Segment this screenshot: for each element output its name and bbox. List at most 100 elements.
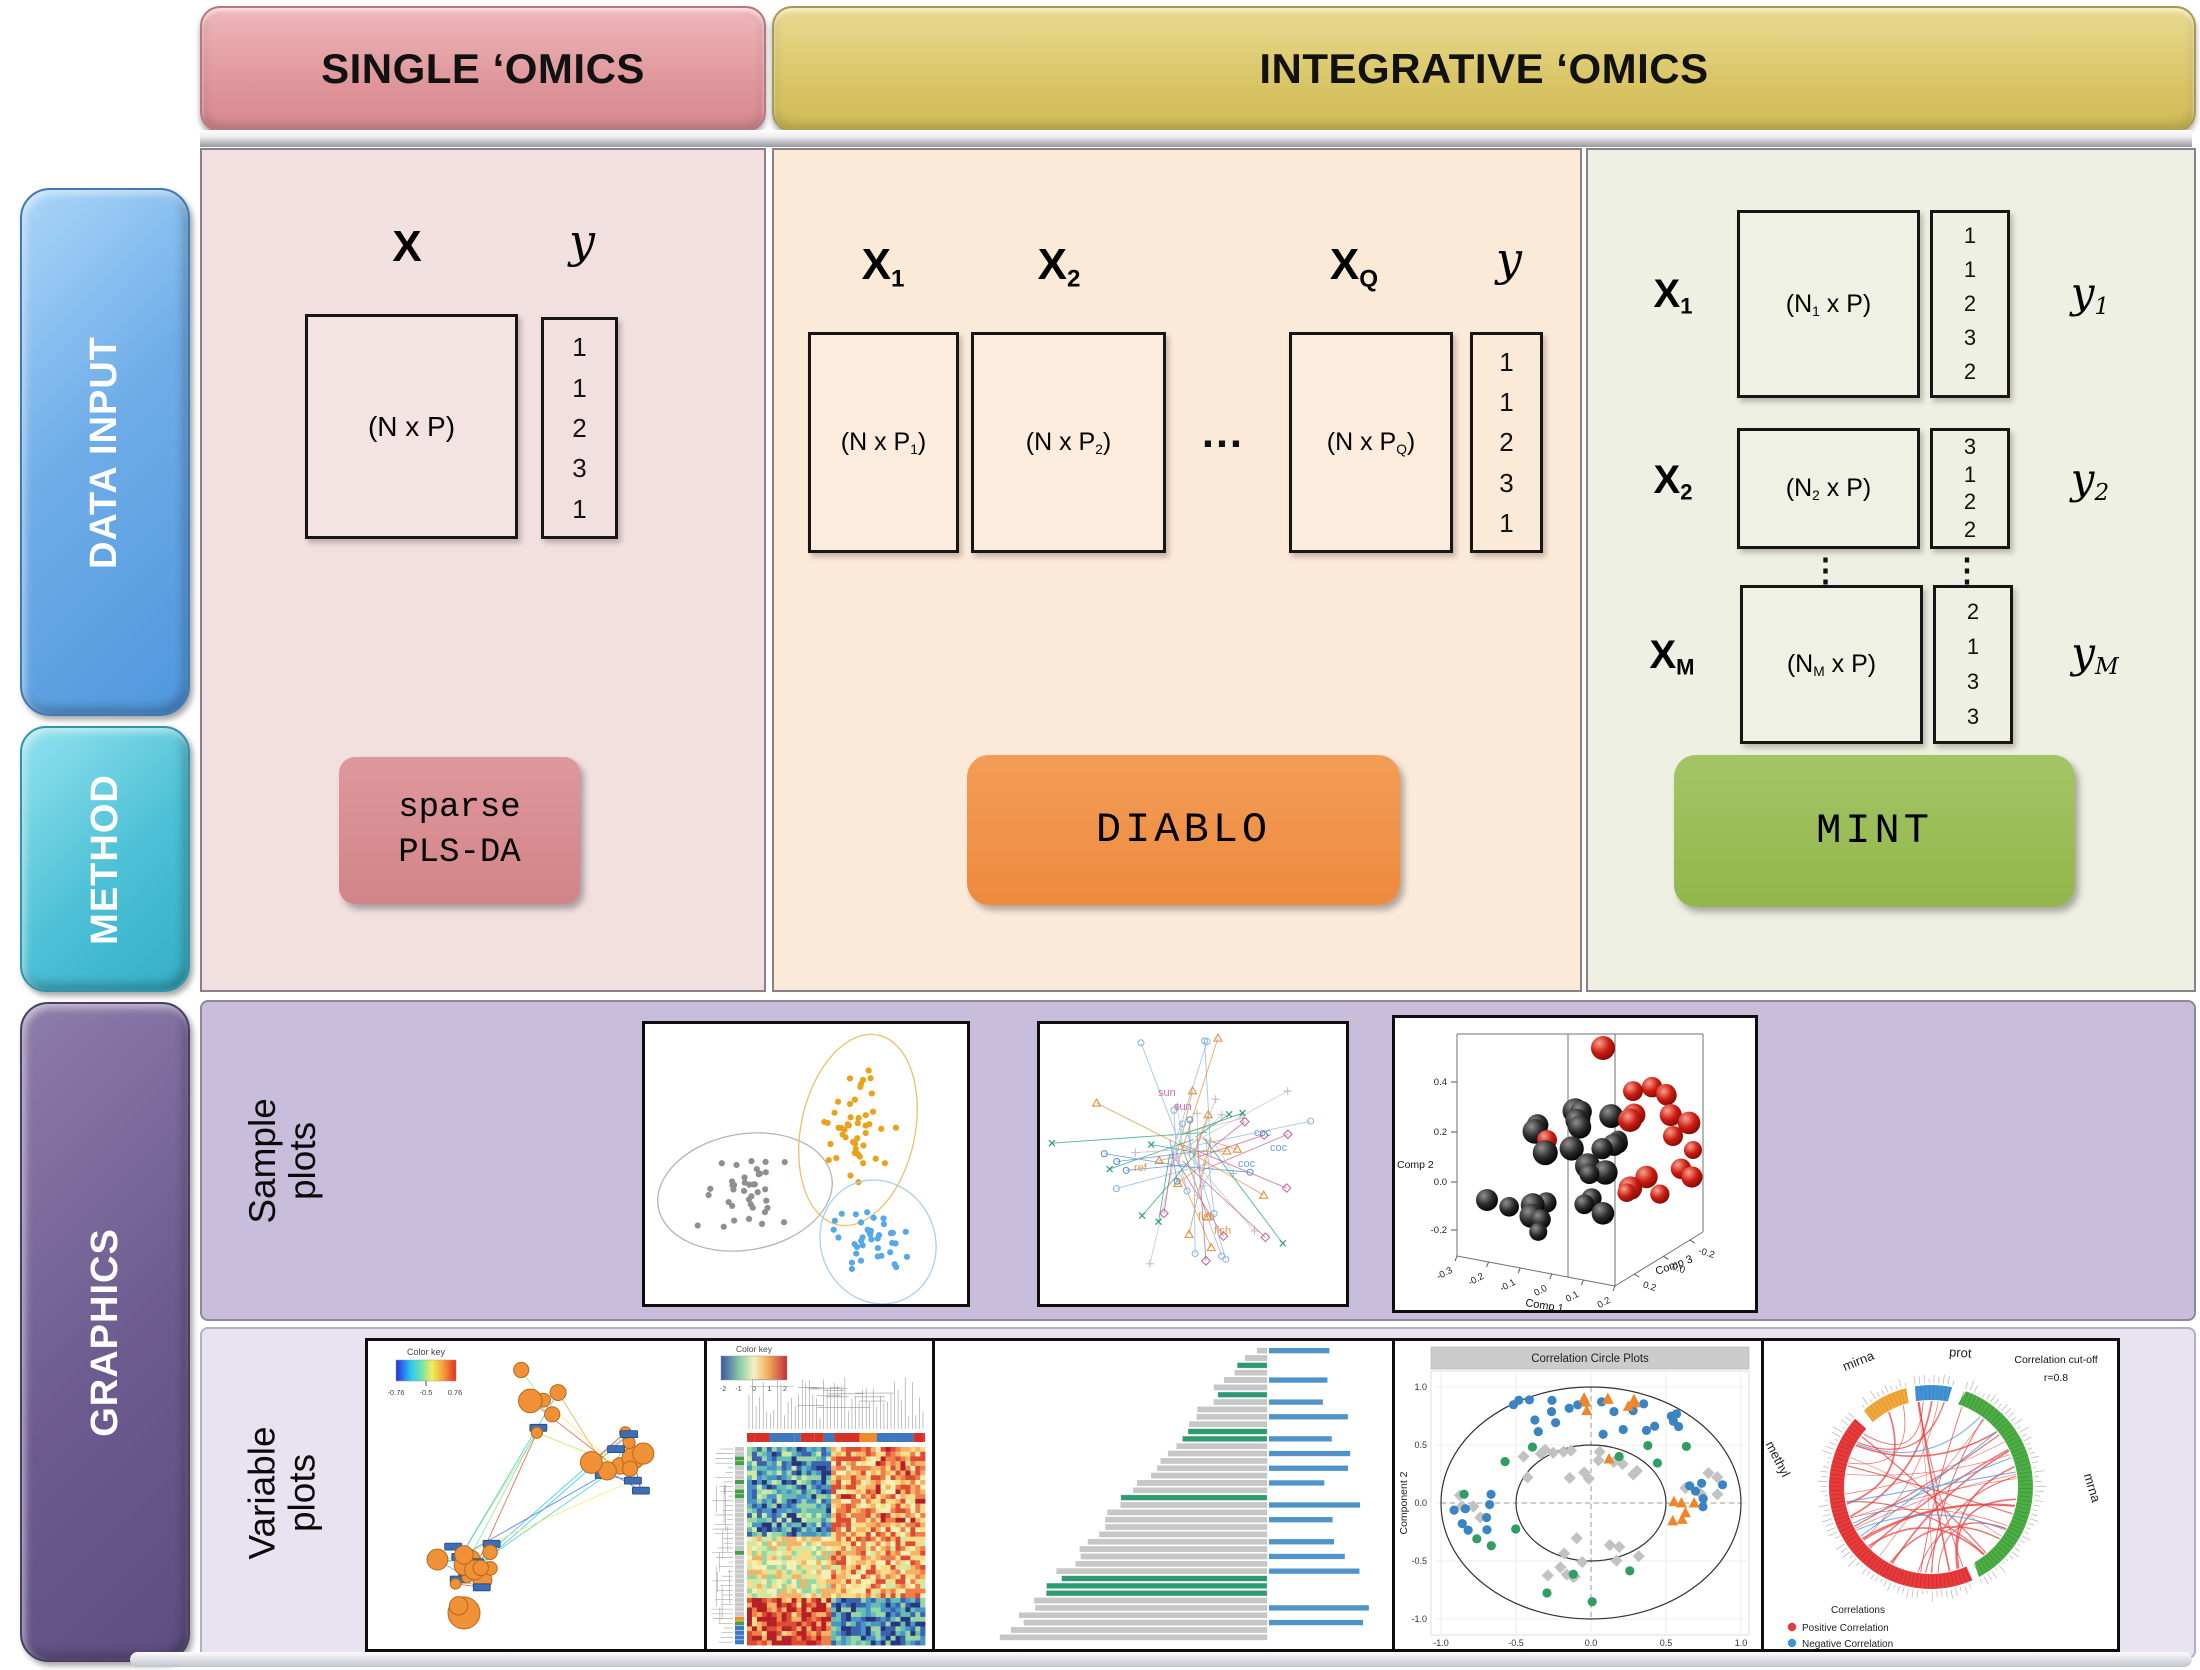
mint-xm-matrix: (NM x P)	[1740, 585, 1923, 744]
svg-text:Comp 3: Comp 3	[1654, 1253, 1694, 1277]
svg-text:2: 2	[783, 1386, 787, 1393]
svg-text:0.0: 0.0	[1434, 1177, 1447, 1188]
svg-text:0.76: 0.76	[448, 1388, 463, 1397]
thumb-3d-scatter-plot: 0.4 0.2 0.0 -0.2 Comp 2 -0.3 -0.2 -0.1 0.0 0.1 0.2…	[1392, 1015, 1758, 1313]
x2-title: X2	[1037, 240, 1081, 293]
thumb-arrow-plot: sun sun coc coc coc ref fish fish	[1037, 1021, 1349, 1307]
header-integrative-omics: INTEGRATIVE ‘OMICS	[772, 6, 2196, 132]
svg-text:-0.1: -0.1	[1498, 1277, 1518, 1294]
svg-text:Negative Correlation: Negative Correlation	[1802, 1639, 1893, 1649]
row-sample-plots: Sample plots sun sun coc coc coc ref fish fish …	[200, 1000, 2196, 1321]
svg-text:-0.5: -0.5	[420, 1388, 433, 1397]
mint-ym-title: yM	[2071, 628, 2119, 680]
svg-text:Comp 2: Comp 2	[1397, 1159, 1434, 1171]
svg-text:0: 0	[752, 1386, 756, 1393]
svg-text:-0.2: -0.2	[1431, 1225, 1447, 1236]
svg-text:sun: sun	[1158, 1087, 1176, 1099]
row-variable-plots: Variable plots Color key -0.76 -0.5 0.76 Co…	[200, 1327, 2196, 1659]
svg-text:1.0: 1.0	[1414, 1382, 1427, 1392]
sidebar-data-input-label: DATA INPUT	[83, 335, 126, 569]
sidebar-graphics-label: GRAPHICS	[83, 1227, 126, 1437]
svg-text:-0.2: -0.2	[1466, 1271, 1486, 1288]
x-matrix-box: (N x P)	[305, 314, 518, 539]
x1-title: X1	[861, 240, 905, 293]
svg-text:0.2: 0.2	[1641, 1280, 1657, 1295]
svg-text:coc: coc	[1270, 1142, 1288, 1154]
svg-text:coc: coc	[1254, 1127, 1272, 1139]
ellipsis: …	[1200, 408, 1244, 457]
xq-title: XQ	[1329, 240, 1379, 293]
svg-text:0.4: 0.4	[1434, 1077, 1447, 1088]
method-mint: MINT	[1674, 755, 2075, 907]
svg-text:-1.0: -1.0	[1433, 1638, 1449, 1648]
svg-text:Positive Correlation: Positive Correlation	[1802, 1623, 1889, 1634]
svg-text:0.0: 0.0	[1532, 1283, 1549, 1299]
svg-text:0.0: 0.0	[1585, 1638, 1598, 1648]
header-single-omics-label: SINGLE ‘OMICS	[321, 45, 645, 92]
svg-text:Correlations: Correlations	[1831, 1605, 1885, 1616]
svg-text:-0.76: -0.76	[387, 1388, 404, 1397]
svg-text:-0.5: -0.5	[1411, 1556, 1427, 1566]
svg-text:-0.3: -0.3	[1435, 1265, 1455, 1282]
mint-x2-title: X2	[1653, 458, 1693, 505]
mint-xm-title: XM	[1649, 633, 1695, 680]
svg-text:r=0.8: r=0.8	[2044, 1372, 2068, 1384]
svg-text:0.2: 0.2	[1596, 1295, 1613, 1310]
svg-text:methyl: methyl	[1764, 1438, 1793, 1479]
mint-x1-title: X1	[1653, 272, 1693, 319]
svg-text:0.5: 0.5	[1414, 1440, 1427, 1450]
sidebar-method-label: METHOD	[83, 773, 126, 945]
mint-dots-matrix: ⋮	[1809, 552, 1842, 588]
svg-text:sun: sun	[1174, 1101, 1192, 1113]
svg-text:1.0: 1.0	[1735, 1638, 1748, 1648]
x2-matrix-box: (N x P2)	[971, 332, 1166, 553]
svg-text:Comp 1: Comp 1	[1525, 1297, 1565, 1310]
sparse-plsda-line1: sparse	[398, 789, 521, 828]
y-title: y	[1496, 232, 1522, 286]
bottom-bevel-bar	[130, 1652, 2192, 1667]
svg-text:0.0: 0.0	[1670, 1262, 1686, 1277]
svg-text:0.1: 0.1	[1564, 1289, 1581, 1305]
thumb-relevance-network: Color key -0.76 -0.5 0.76	[365, 1338, 708, 1652]
svg-text:-0.2: -0.2	[1697, 1245, 1716, 1261]
svg-text:coc: coc	[1238, 1158, 1256, 1170]
header-single-omics: SINGLE ‘OMICS	[200, 6, 766, 132]
mint-x1-matrix: (N1 x P)	[1737, 210, 1920, 398]
thumb-loadings-barplot	[932, 1338, 1396, 1652]
xq-matrix-box: (N x PQ)	[1289, 332, 1453, 553]
x-matrix-title: X	[392, 222, 422, 271]
sidebar-data-input: DATA INPUT	[20, 188, 190, 716]
mint-x2-matrix: (N2 x P)	[1737, 428, 1920, 549]
mint-y1-title: y1	[2070, 268, 2110, 320]
sparse-plsda-line2: PLS-DA	[398, 833, 521, 872]
svg-text:mrna: mrna	[2081, 1471, 2104, 1504]
svg-text:fish: fish	[1214, 1225, 1231, 1237]
svg-text:mirna: mirna	[1840, 1347, 1876, 1373]
thumb-clustered-heatmap: Color key -2 -1 0 1 2	[704, 1338, 936, 1652]
svg-text:-2: -2	[720, 1386, 726, 1393]
header-integrative-omics-label: INTEGRATIVE ‘OMICS	[1259, 45, 1709, 92]
svg-text:prot: prot	[1949, 1344, 1973, 1361]
svg-text:-0.5: -0.5	[1508, 1638, 1524, 1648]
svg-text:0.0: 0.0	[1414, 1498, 1427, 1508]
svg-text:1: 1	[768, 1386, 772, 1393]
method-diablo: DIABLO	[967, 755, 1400, 905]
y-vector-title: y	[569, 214, 595, 268]
svg-text:ref: ref	[1134, 1162, 1148, 1174]
svg-text:Correlation Circle Plots: Correlation Circle Plots	[1531, 1353, 1649, 1365]
panel-diablo: X1 X2 XQ y (N x P1) (N x P2) … (N x PQ) …	[772, 148, 1582, 992]
thumb-correlation-circle-plot: Correlation Circle Plots 1.0 0.5 0.0 -0.5 -1.…	[1392, 1338, 1765, 1652]
x-matrix-dim: (N x P)	[367, 410, 456, 442]
thumb-sample-scatter-plot	[642, 1021, 970, 1307]
header-bevel-strip	[200, 130, 2192, 147]
svg-text:Correlation cut-off: Correlation cut-off	[2014, 1354, 2097, 1366]
sidebar-graphics: GRAPHICS	[20, 1002, 190, 1662]
sample-plots-label: Sample plots	[242, 1097, 323, 1224]
